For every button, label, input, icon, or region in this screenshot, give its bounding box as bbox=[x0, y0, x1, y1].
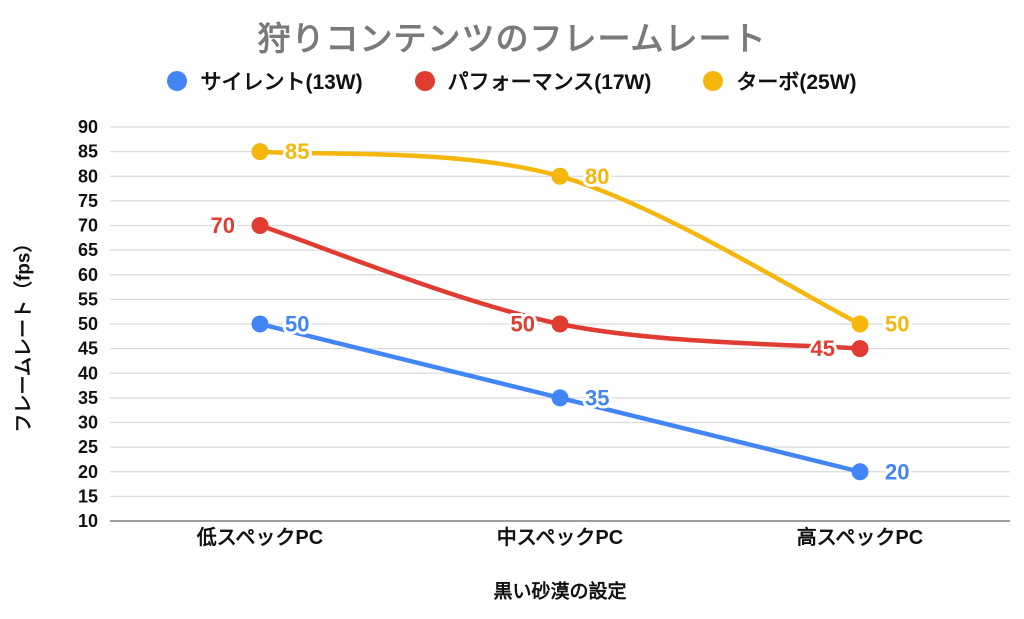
y-tick-label: 60 bbox=[78, 265, 98, 285]
y-tick-label: 30 bbox=[78, 413, 98, 433]
chart-title: 狩りコンテンツのフレームレート bbox=[257, 20, 767, 57]
data-label: 20 bbox=[885, 459, 909, 484]
legend: サイレント(13W) パフォーマンス(17W) ターボ(25W) bbox=[0, 66, 1024, 96]
y-tick-label: 70 bbox=[78, 216, 98, 236]
data-point bbox=[851, 340, 869, 358]
data-label: 50 bbox=[885, 312, 909, 337]
data-label: 45 bbox=[811, 336, 835, 361]
y-tick-label: 45 bbox=[78, 339, 98, 359]
y-tick-label: 65 bbox=[78, 240, 98, 260]
plot-area: 10 15 20 25 30 35 40 45 50 55 60 65 70 75 80 85 90 低スペックP… bbox=[78, 117, 1010, 549]
y-tick-label: 25 bbox=[78, 437, 98, 457]
y-tick-label: 85 bbox=[78, 142, 98, 162]
legend-item-performance: パフォーマンス(17W) bbox=[414, 66, 652, 96]
legend-label-turbo: ターボ(25W) bbox=[736, 71, 857, 94]
legend-label-performance: パフォーマンス(17W) bbox=[447, 71, 652, 94]
data-point bbox=[851, 463, 869, 481]
y-tick-label: 15 bbox=[78, 486, 98, 506]
legend-label-silent: サイレント(13W) bbox=[200, 71, 363, 94]
x-tick-label: 中スペックPC bbox=[497, 525, 623, 549]
y-tick-label: 55 bbox=[78, 289, 98, 309]
y-tick-label: 40 bbox=[78, 363, 98, 383]
data-point bbox=[251, 217, 269, 234]
y-tick-label: 35 bbox=[78, 388, 98, 408]
data-label: 35 bbox=[585, 385, 609, 410]
data-label: 80 bbox=[585, 164, 609, 189]
data-point bbox=[551, 167, 569, 185]
y-tick-label: 20 bbox=[78, 462, 98, 482]
data-point bbox=[251, 143, 269, 161]
data-label: 50 bbox=[285, 312, 309, 337]
y-tick-label: 80 bbox=[78, 166, 98, 186]
y-tick-label: 50 bbox=[78, 314, 98, 334]
x-tick-label: 低スペックPC bbox=[196, 525, 323, 549]
x-tick-label: 高スペックPC bbox=[797, 525, 923, 549]
legend-item-turbo: ターボ(25W) bbox=[703, 66, 857, 96]
legend-dot-silent-icon bbox=[167, 71, 188, 91]
data-label: 70 bbox=[211, 213, 235, 238]
data-point bbox=[551, 389, 569, 407]
data-label: 85 bbox=[285, 139, 309, 164]
legend-dot-turbo-icon bbox=[703, 71, 724, 91]
legend-item-silent: サイレント(13W) bbox=[167, 66, 363, 96]
y-tick-label: 90 bbox=[78, 117, 98, 137]
data-label: 50 bbox=[511, 312, 535, 337]
data-point bbox=[551, 315, 569, 333]
y-tick-label: 10 bbox=[78, 511, 98, 531]
data-point bbox=[851, 315, 869, 333]
y-tick-label: 75 bbox=[78, 191, 98, 211]
legend-dot-performance-icon bbox=[414, 71, 435, 91]
data-point bbox=[251, 315, 269, 333]
x-axis-title: 黒い砂漠の設定 bbox=[493, 581, 627, 603]
